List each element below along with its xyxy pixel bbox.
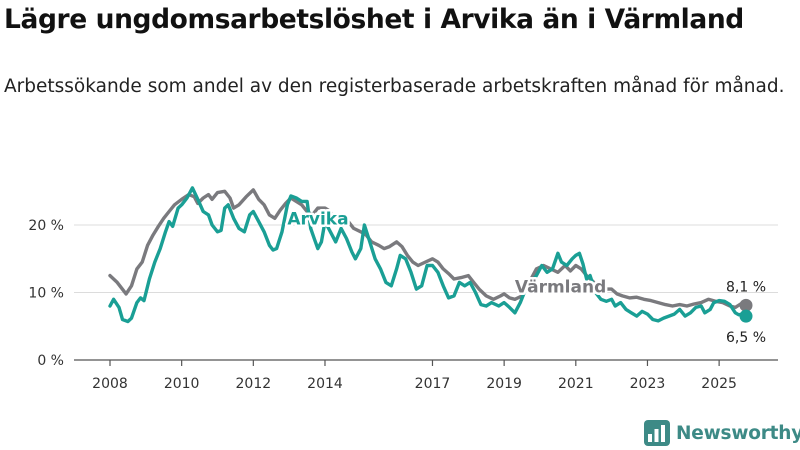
bar-chart-logo-icon — [644, 420, 670, 446]
y-tick-label: 20 % — [28, 218, 64, 234]
series-name-label: Arvika — [287, 209, 348, 229]
x-tick-label: 2025 — [701, 376, 737, 392]
series-line-arvika — [108, 186, 748, 324]
x-tick-label: 2010 — [164, 376, 200, 392]
x-tick-label: 2023 — [630, 376, 666, 392]
x-tick-label: 2017 — [415, 376, 451, 392]
y-tick-label: 10 % — [28, 286, 64, 302]
x-tick-label: 2008 — [92, 376, 128, 392]
x-tick-label: 2012 — [236, 376, 272, 392]
axes: 0 % 10 % 20 % 2008 2010 2012 2014 2017 2019 2021 2… — [28, 218, 778, 392]
y-tick-label: 0 % — [37, 353, 64, 369]
series-name-label: Värmland — [515, 278, 606, 298]
series-line-varmland — [108, 188, 748, 310]
gridlines — [74, 224, 778, 293]
data-labels: 8,1 % 6,5 % Arvika Värmland — [285, 207, 766, 346]
end-point-marker — [739, 309, 753, 323]
chart-title: Lägre ungdomsarbetslöshet i Arvika än i … — [4, 4, 744, 35]
series-lines — [108, 186, 748, 324]
end-value-label: 6,5 % — [726, 330, 766, 346]
end-point-marker — [739, 298, 753, 312]
x-tick-label: 2014 — [307, 376, 343, 392]
brand-name: Newsworthy — [676, 422, 800, 444]
x-tick-label: 2021 — [558, 376, 594, 392]
chart-subtitle: Arbetssökande som andel av den registerb… — [4, 76, 785, 97]
newsworthy-brand: Newsworthy — [644, 418, 800, 448]
x-tick-label: 2019 — [486, 376, 522, 392]
end-value-label: 8,1 % — [726, 279, 766, 295]
